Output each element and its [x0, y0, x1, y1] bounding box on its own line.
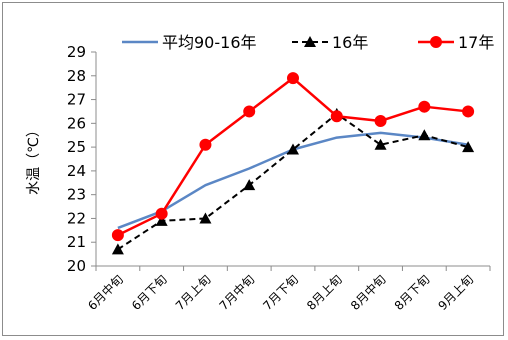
data-point — [374, 138, 387, 150]
x-tick-label: 8月中旬 — [347, 272, 388, 313]
y-tick-label: 21 — [67, 233, 86, 251]
x-tick-label: 9月上旬 — [435, 272, 476, 313]
x-tick-label: 7月中旬 — [216, 272, 257, 313]
data-point — [462, 141, 475, 153]
y-tick-label: 22 — [67, 209, 86, 227]
x-tick-label: 6月下旬 — [129, 272, 170, 313]
series-markers — [111, 72, 475, 255]
data-point — [418, 129, 431, 141]
axes — [91, 51, 491, 271]
x-tick-label: 8月下旬 — [392, 272, 433, 313]
y-tick-label: 20 — [67, 257, 86, 275]
data-point — [155, 207, 168, 220]
x-tick-label: 8月上旬 — [304, 272, 345, 313]
series-lines — [117, 76, 469, 251]
data-point — [199, 212, 212, 224]
y-tick-label: 27 — [67, 91, 86, 109]
y-tick-label: 23 — [67, 186, 86, 204]
legend-entry: 16年 — [332, 33, 368, 52]
series-line-2 — [117, 76, 469, 237]
x-category-labels: 6月中旬 6月下旬 7月上旬 7月中旬 7月下旬 8月上旬 8月中旬 8月下旬 9月上旬 — [85, 272, 477, 313]
y-tick-labels: 20 21 22 23 24 25 26 27 28 29 — [67, 43, 86, 275]
y-axis-label: 水温（℃） — [26, 123, 42, 195]
data-point — [243, 179, 256, 191]
y-tick-label: 29 — [67, 43, 86, 61]
legend-entry: 平均90-16年 — [162, 33, 257, 52]
legend-entry: 17年 — [458, 33, 494, 52]
y-tick-label: 25 — [67, 138, 86, 156]
data-point — [374, 114, 387, 127]
x-tick-label: 6月中旬 — [85, 272, 126, 313]
y-tick-label: 24 — [67, 162, 86, 180]
legend-swatch-marker — [430, 36, 442, 48]
data-point — [111, 229, 124, 242]
data-point — [199, 138, 212, 151]
data-point — [418, 100, 431, 113]
legend-swatch-marker — [304, 36, 316, 47]
data-point — [243, 105, 256, 118]
data-point — [462, 105, 475, 118]
data-point — [287, 143, 299, 155]
series-line-1 — [117, 112, 469, 251]
data-point — [155, 214, 168, 226]
data-point — [330, 110, 343, 123]
chart-frame — [2, 2, 504, 336]
data-point — [111, 243, 124, 255]
y-tick-label: 26 — [67, 114, 86, 132]
x-tick-label: 7月上旬 — [173, 272, 214, 313]
y-tick-label: 28 — [67, 67, 86, 85]
legend: 平均90-16年 16年 17年 — [122, 33, 494, 52]
data-point — [287, 72, 299, 85]
x-tick-label: 7月下旬 — [260, 272, 301, 313]
